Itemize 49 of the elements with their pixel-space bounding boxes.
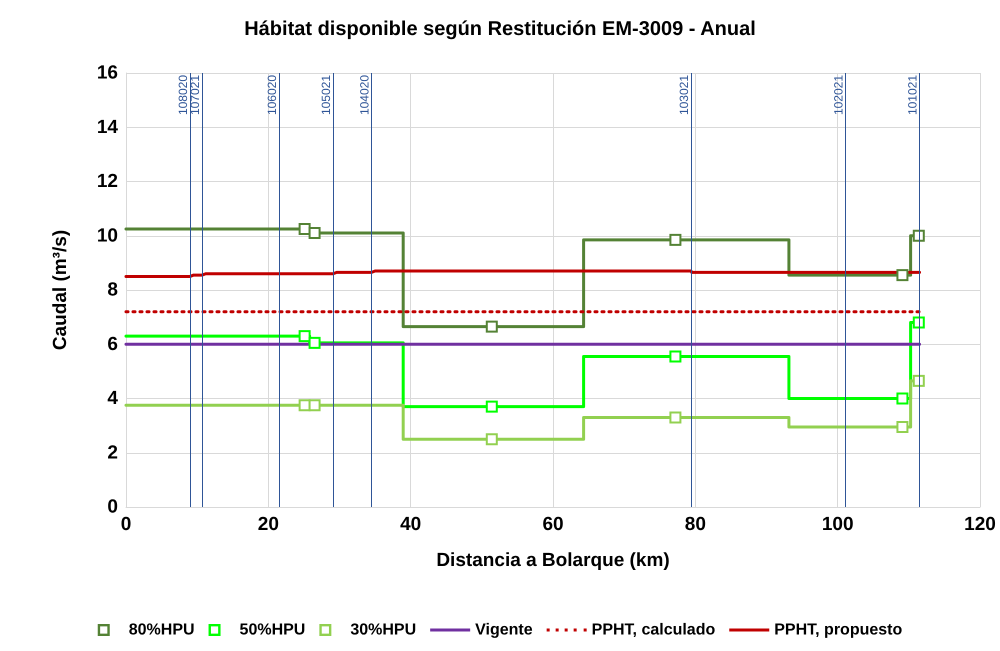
y-axis-title: Caudal (m³/s) [50, 230, 71, 350]
x-tick-label: 120 [964, 514, 996, 535]
x-axis-title: Distancia a Bolarque (km) [436, 550, 670, 571]
point [486, 400, 498, 413]
annotation: 104020 [358, 74, 372, 116]
y-tick-label: 12 [96, 171, 118, 192]
point [486, 320, 498, 333]
annotation: 108020 [176, 74, 190, 116]
chart-title: Hábitat disponible según Restitución EM-3009 - Anual [244, 18, 756, 40]
y-tick-label: 8 [107, 280, 118, 300]
point [669, 411, 682, 424]
point [298, 222, 311, 235]
point [308, 336, 321, 349]
x-tick-label: 40 [400, 514, 422, 535]
legend-label: Vigente [475, 622, 533, 638]
legend-label: 80%HPU [128, 622, 195, 638]
y-tick-label: 6 [107, 334, 118, 355]
point [912, 316, 925, 329]
x-tick-label: 20 [258, 514, 279, 535]
annotation: 102021 [831, 74, 846, 116]
y-tick-label: 16 [96, 62, 118, 84]
legend-label: 30%HPU [350, 622, 416, 638]
x-tick-label: 60 [542, 514, 564, 535]
x-tick-label: 100 [822, 514, 854, 535]
point [896, 269, 908, 282]
annotation: 101021 [906, 74, 920, 116]
annotation: 103021 [677, 74, 692, 116]
point [669, 350, 682, 362]
point [896, 392, 908, 404]
legend-label: PPHT, calculado [592, 622, 716, 638]
legend-label: PPHT, propuesto [774, 622, 902, 638]
y-tick-label: 4 [107, 388, 118, 409]
y-tick-label: 2 [107, 442, 118, 464]
y-tick-label: 10 [96, 225, 118, 246]
annotation: 106020 [265, 74, 280, 116]
point [912, 374, 925, 387]
point [486, 433, 498, 446]
point [308, 399, 321, 412]
point [912, 230, 925, 242]
y-tick-label: 14 [96, 116, 118, 138]
point [308, 227, 321, 240]
legend-label: 50%HPU [240, 622, 306, 638]
annotation: 105021 [319, 74, 334, 116]
point [669, 234, 682, 246]
point [298, 330, 311, 342]
x-tick-label: 80 [684, 514, 706, 535]
y-tick-label: 0 [107, 496, 118, 518]
point [896, 420, 908, 433]
x-tick-label: 0 [120, 514, 132, 535]
